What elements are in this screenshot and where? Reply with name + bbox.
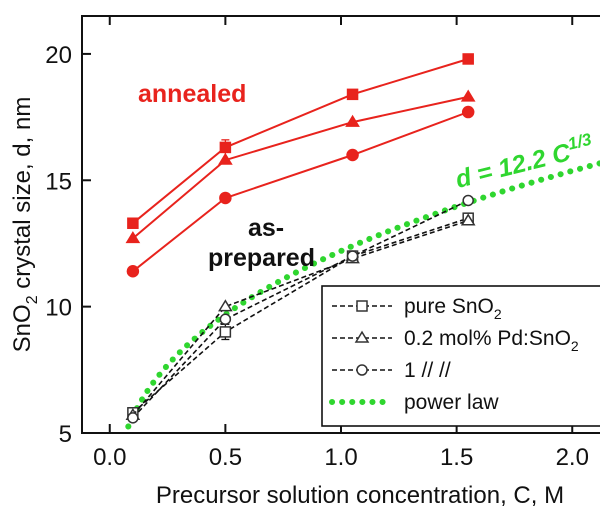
x-tick-label: 0.0 <box>93 444 126 471</box>
as-prepared-line <box>132 219 469 416</box>
y-tick-label: 15 <box>45 168 72 195</box>
x-tick-label: 1.5 <box>440 444 473 471</box>
annealed-point <box>345 114 360 127</box>
legend-item: pure SnO2 <box>332 295 502 322</box>
x-tick-label: 0.5 <box>209 444 242 471</box>
legend-label-part: power law <box>404 391 499 414</box>
annealed-point <box>219 141 232 154</box>
legend-item: 1 // // <box>332 359 451 382</box>
as-prepared-point <box>127 412 139 424</box>
legend-label: power law <box>404 391 499 414</box>
annealed-point <box>462 53 474 65</box>
legend-label-part: pure SnO <box>404 295 494 318</box>
y-tick-label: 5 <box>59 421 72 448</box>
annealed-point <box>346 148 359 162</box>
x-tick-label: 2.0 <box>556 444 589 471</box>
as-prepared-point <box>462 194 474 207</box>
annealed-point <box>127 217 139 229</box>
y-axis-title-part: crystal size, d, nm <box>9 97 36 296</box>
y-tick-label: 20 <box>45 42 72 69</box>
annealed-point <box>125 231 141 244</box>
as-prepared-annotation-line2: prepared <box>208 244 315 272</box>
as-prepared-annotation-line1: as- <box>248 214 284 242</box>
y-axis-title-subscript: 2 <box>24 295 41 304</box>
annealed-annotation: annealed <box>138 80 246 108</box>
as-prepared-point <box>346 250 359 262</box>
legend-label-subscript: 2 <box>494 306 502 322</box>
series <box>125 53 600 430</box>
legend-box <box>321 285 600 427</box>
legend-label-part: 0.2 mol% Pd:SnO <box>404 327 571 350</box>
as-prepared-series <box>127 194 474 424</box>
legend-item: 0.2 mol% Pd:SnO2 <box>332 327 579 354</box>
legend-label-part: 1 // // <box>404 359 451 382</box>
as-prepared-point <box>218 299 233 312</box>
power-law-curve <box>125 160 600 430</box>
legend-marker <box>356 300 368 312</box>
as-prepared-point <box>219 313 232 326</box>
legend-label: 0.2 mol% Pd:SnO2 <box>404 327 579 354</box>
annealed-point <box>126 265 140 278</box>
annealed-line <box>132 58 469 224</box>
annealed-point <box>218 152 233 165</box>
legend-label-subscript: 2 <box>571 338 579 354</box>
annealed-series <box>127 53 474 229</box>
legend-label: pure SnO2 <box>404 295 502 322</box>
legend-marker <box>354 330 370 343</box>
legend-marker <box>356 364 368 376</box>
y-axis-title: SnO2 crystal size, d, nm <box>9 97 41 353</box>
annealed-point <box>460 89 476 102</box>
annealed-point <box>346 88 359 101</box>
legend-label: 1 // // <box>404 359 451 382</box>
annealed-series <box>126 105 475 278</box>
as-prepared-point <box>219 326 232 338</box>
annealed-line <box>132 95 469 240</box>
axis-ticks: 0.0 0.5 1.0 1.5 2.0 5 10 15 20 <box>45 16 589 471</box>
annealed-series <box>125 89 476 244</box>
as-prepared-point <box>460 213 476 226</box>
as-prepared-line <box>132 217 469 414</box>
legend-item: power law <box>329 391 499 414</box>
y-axis-title-part: SnO <box>9 304 36 352</box>
annealed-point <box>461 105 475 119</box>
y-tick-label: 10 <box>45 295 72 322</box>
as-prepared-line <box>132 199 469 419</box>
x-tick-label: 1.0 <box>324 444 357 471</box>
annealed-line <box>132 111 469 273</box>
annealed-point <box>219 191 232 205</box>
x-axis-title: Precursor solution concentration, C, M <box>156 482 564 508</box>
